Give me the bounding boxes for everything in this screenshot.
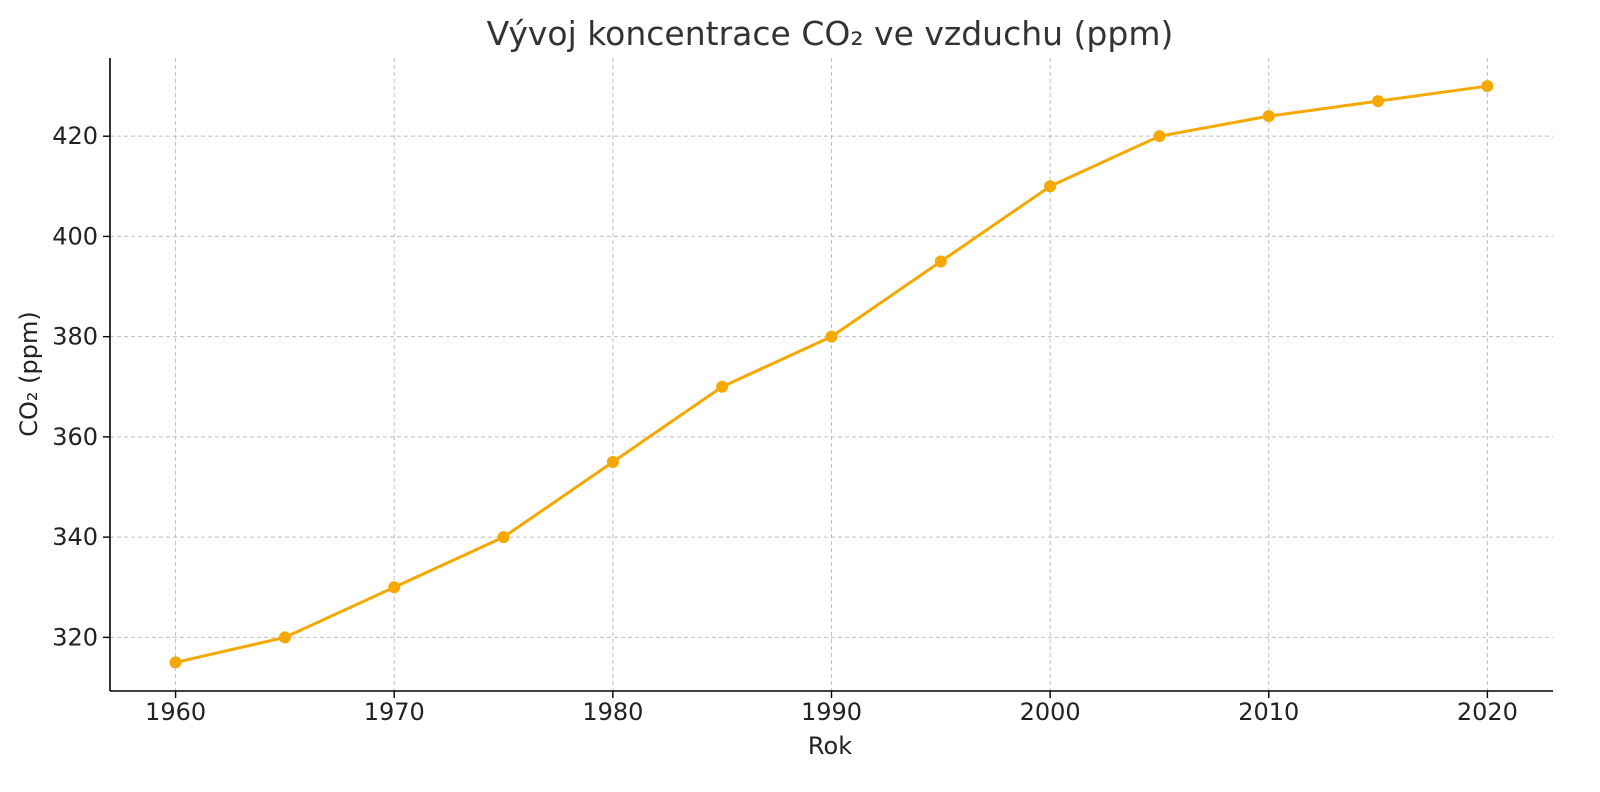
y-tick-label: 400 [52,222,98,250]
data-point-2010 [1262,110,1275,123]
y-tick-label: 340 [52,523,98,551]
data-point-1990 [825,330,838,343]
x-tick-label: 2020 [1457,698,1518,726]
y-tick-label: 380 [52,323,98,351]
x-tick-label: 1960 [145,698,206,726]
chart-title: Vývoj koncentrace CO₂ ve vzduchu (ppm) [487,14,1174,53]
y-tick-label: 420 [52,122,98,150]
x-tick-label: 1970 [364,698,425,726]
x-tick-label: 2000 [1020,698,1081,726]
data-point-2005 [1153,130,1166,143]
x-tick-label: 1980 [582,698,643,726]
co2-series-points [169,80,1494,669]
data-point-1985 [716,380,729,393]
y-tick-label: 320 [52,623,98,651]
data-point-1965 [278,631,291,644]
x-gridlines [175,58,1488,691]
x-tick-label: 1990 [801,698,862,726]
x-axis-ticks: 1960 1970 1980 1990 2000 2010 2020 [145,691,1518,726]
data-point-1975 [497,531,510,544]
y-axis-title: CO₂ (ppm) [15,311,43,436]
data-point-1980 [606,455,619,468]
data-point-1995 [934,255,947,268]
data-point-2020 [1481,80,1494,93]
y-axis-ticks: 320 340 360 380 400 420 [52,122,110,651]
x-tick-label: 2010 [1238,698,1299,726]
data-point-2000 [1044,180,1057,193]
data-point-1970 [388,581,401,594]
data-point-2015 [1372,95,1385,108]
y-tick-label: 360 [52,423,98,451]
data-point-1960 [169,656,182,669]
x-axis-title: Rok [808,732,852,760]
